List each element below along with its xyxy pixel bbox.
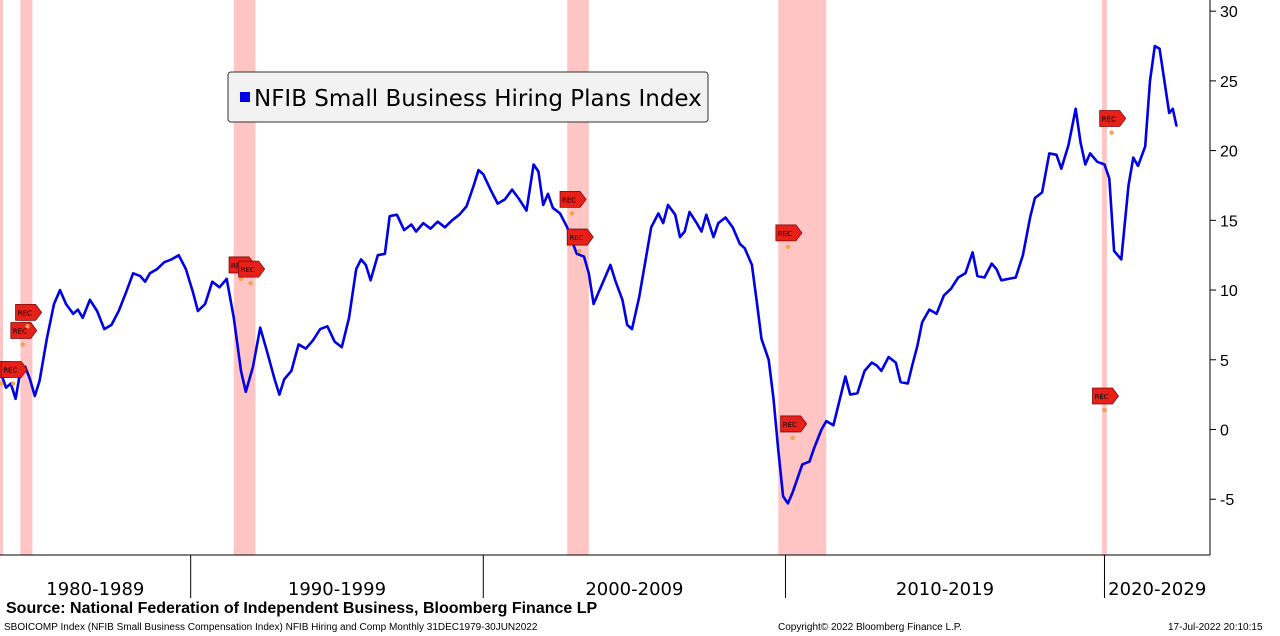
rec-marker-flag bbox=[0, 361, 28, 378]
rec-marker-dot bbox=[1109, 130, 1114, 135]
footer-timestamp: 17-Jul-2022 20:10:15 bbox=[1168, 622, 1263, 633]
footer-copyright: Copyright© 2022 Bloomberg Finance L.P. bbox=[778, 622, 962, 633]
decade-label: 2010-2019 bbox=[896, 579, 994, 600]
rec-marker-flag bbox=[775, 224, 803, 242]
y-tick-label: 0 bbox=[1220, 422, 1229, 439]
rec-marker-5: REC bbox=[238, 260, 266, 286]
y-tick-label: 30 bbox=[1220, 4, 1238, 21]
x-axis-decades: 1980-1989 1990-1999 2000-2009 2010-2019 2020… bbox=[46, 555, 1206, 600]
y-tick-label: 25 bbox=[1220, 74, 1238, 91]
rec-marker-dot bbox=[25, 324, 30, 329]
y-tick-label: 10 bbox=[1220, 283, 1238, 300]
footer-description: SBOICOMP Index (NFIB Small Business Comp… bbox=[4, 622, 538, 633]
legend-swatch bbox=[240, 92, 250, 102]
y-tick-label: 15 bbox=[1220, 213, 1238, 230]
rec-marker-1: REC bbox=[0, 361, 28, 386]
recession-band-4 bbox=[778, 0, 827, 555]
rec-marker-flag bbox=[1092, 387, 1119, 405]
rec-marker-2: REC bbox=[10, 322, 38, 347]
rec-marker-label: REC bbox=[1094, 393, 1108, 401]
rec-marker-dot bbox=[0, 381, 4, 386]
rec-marker-label: REC bbox=[569, 234, 583, 242]
decade-label: 1990-1999 bbox=[288, 579, 386, 600]
rec-marker-label: REC bbox=[241, 266, 255, 274]
rec-marker-flag bbox=[566, 228, 594, 246]
legend: NFIB Small Business Hiring Plans Index bbox=[227, 71, 709, 123]
rec-marker-flag bbox=[780, 415, 808, 433]
rec-marker-flag bbox=[1099, 110, 1127, 127]
rec-marker-flag bbox=[15, 303, 43, 321]
recession-band-0 bbox=[0, 0, 3, 555]
rec-marker-6: REC bbox=[559, 191, 587, 216]
rec-marker-label: REC bbox=[783, 421, 797, 429]
rec-marker-flag bbox=[10, 322, 38, 339]
source-text: Source: National Federation of Independe… bbox=[6, 600, 598, 617]
rec-marker-label: REC bbox=[3, 367, 17, 375]
rec-marker-dot bbox=[1102, 407, 1107, 413]
rec-marker-11: REC bbox=[1092, 387, 1119, 413]
rec-marker-3: REC bbox=[15, 303, 43, 329]
rec-marker-dot bbox=[238, 276, 244, 282]
rec-marker-dot bbox=[569, 211, 575, 216]
decade-label: 2020-2029 bbox=[1108, 579, 1206, 600]
rec-marker-flag bbox=[559, 191, 587, 208]
y-tick-label: -5 bbox=[1220, 492, 1234, 509]
y-tick-label: 20 bbox=[1220, 144, 1238, 161]
rec-marker-8: REC bbox=[775, 224, 803, 250]
legend-box bbox=[227, 71, 709, 123]
rec-marker-label: REC bbox=[18, 309, 32, 317]
rec-marker-dot bbox=[790, 435, 795, 441]
rec-marker-dot bbox=[20, 342, 25, 347]
rec-marker-dot bbox=[248, 280, 253, 286]
recession-band-3 bbox=[567, 0, 589, 555]
recession-band-5 bbox=[1102, 0, 1107, 555]
rec-marker-label: REC bbox=[778, 230, 792, 238]
y-tick-label: 5 bbox=[1220, 353, 1229, 370]
rec-marker-dot bbox=[10, 381, 16, 386]
axes bbox=[0, 0, 1211, 556]
rec-marker-10: REC bbox=[1099, 110, 1127, 135]
rec-marker-label: REC bbox=[1102, 116, 1116, 124]
rec-marker-flag bbox=[238, 260, 266, 278]
recession-bands bbox=[0, 0, 1107, 555]
rec-marker-label: REC bbox=[231, 262, 245, 270]
y-axis-ticks: 30 25 20 15 10 5 0 -5 bbox=[1210, 4, 1238, 509]
rec-marker-7: REC bbox=[566, 228, 594, 254]
rec-marker-label: REC bbox=[13, 327, 27, 335]
rec-marker-dot bbox=[785, 244, 791, 250]
rec-marker-label: REC bbox=[562, 196, 576, 204]
decade-label: 1980-1989 bbox=[46, 579, 144, 600]
decade-label: 2000-2009 bbox=[585, 579, 683, 600]
recession-band-1 bbox=[20, 0, 33, 555]
rec-marker-9: REC bbox=[780, 415, 808, 441]
series-line-hiring-plans bbox=[0, 44, 1178, 505]
recession-markers: RECRECRECRECRECRECRECRECRECRECRECREC bbox=[0, 110, 1127, 441]
legend-label: NFIB Small Business Hiring Plans Index bbox=[254, 86, 702, 112]
rec-marker-dot bbox=[577, 248, 582, 254]
